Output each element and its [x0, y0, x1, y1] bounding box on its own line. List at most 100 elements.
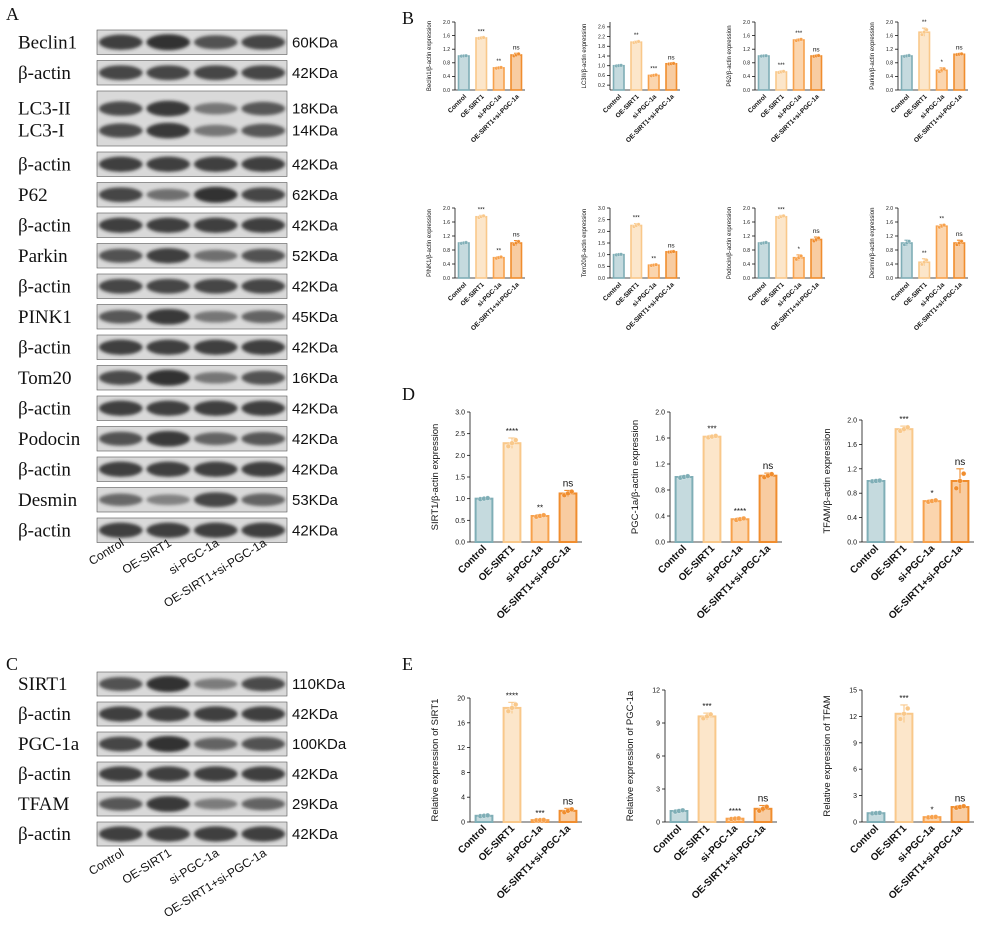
- significance-label: ns: [563, 796, 574, 807]
- y-tick-label: 0.8: [847, 491, 857, 498]
- data-point: [799, 37, 804, 42]
- data-point: [464, 53, 469, 58]
- y-tick-label: 1.6: [743, 220, 750, 226]
- blot-kda-label: 42KDa: [292, 461, 339, 478]
- bar: [810, 55, 823, 91]
- significance-label: ns: [513, 232, 521, 239]
- y-tick-label: 1.6: [886, 220, 893, 226]
- blot-band: [98, 123, 143, 138]
- bar: [953, 242, 966, 279]
- blot-band: [193, 706, 238, 722]
- bar: [475, 37, 488, 91]
- data-point: [942, 66, 947, 71]
- bar: [792, 39, 805, 91]
- y-axis-label: Tom20/β-actin expression: [582, 209, 588, 277]
- data-point: [569, 806, 575, 812]
- y-tick-label: 2.0: [743, 206, 750, 212]
- blot-band: [98, 34, 143, 50]
- significance-label: *: [798, 247, 801, 253]
- data-point: [499, 255, 504, 260]
- data-point: [736, 815, 742, 821]
- panel-label-b: B: [402, 8, 414, 28]
- blot-protein-label: Tom20: [18, 368, 72, 389]
- y-tick-label: 0.0: [598, 276, 605, 282]
- y-tick-label: 0.0: [743, 276, 750, 282]
- blot-band: [241, 217, 286, 233]
- blot-protein-label: Podocin: [18, 429, 81, 450]
- y-axis-label: Podocin/β-actin expression: [727, 207, 733, 279]
- significance-label: ns: [563, 478, 574, 489]
- bar: [647, 74, 660, 91]
- y-tick-label: 2.0: [455, 453, 465, 460]
- data-point: [942, 223, 947, 228]
- data-point: [499, 65, 504, 70]
- y-tick-label: 0.8: [886, 61, 893, 67]
- blot-kda-label: 42KDa: [292, 826, 339, 843]
- data-point: [907, 53, 912, 58]
- significance-label: ****: [734, 507, 746, 516]
- y-tick-label: 2.0: [443, 206, 450, 212]
- bar: [757, 242, 770, 279]
- data-point: [781, 213, 786, 218]
- data-point: [505, 708, 511, 714]
- blot-band: [98, 217, 143, 233]
- bar: [810, 238, 823, 279]
- chart-d2: 0.0 0.4 0.8 1.2 1.6 2.0 PGC-1a/β-actin express…: [630, 409, 782, 622]
- data-point: [509, 440, 515, 446]
- y-tick-label: 3: [853, 793, 857, 800]
- y-axis-label: P62/β-actin expression: [727, 25, 733, 86]
- blot-band: [193, 766, 238, 782]
- bar: [457, 55, 470, 91]
- bar: [510, 54, 523, 91]
- data-point: [957, 478, 963, 484]
- y-tick-label: 2.0: [886, 206, 893, 212]
- y-tick-label: 1.2: [847, 466, 857, 473]
- blot-band: [241, 248, 286, 263]
- blot-kda-label: 100KDa: [292, 736, 347, 753]
- significance-label: *: [941, 60, 944, 66]
- data-point: [713, 433, 719, 439]
- y-tick-label: 0.4: [443, 262, 450, 268]
- data-point: [741, 515, 747, 522]
- blot-band: [98, 101, 143, 116]
- data-point: [905, 705, 911, 712]
- bar: [935, 69, 948, 91]
- y-tick-label: 2.0: [655, 409, 665, 416]
- bar: [502, 442, 522, 544]
- blot-band: [146, 369, 191, 386]
- bar: [758, 474, 778, 544]
- y-axis-label: Beclin1/β-actin expression: [427, 21, 433, 91]
- blot-band: [146, 122, 191, 139]
- blot-band: [146, 826, 191, 842]
- blot-band: [241, 766, 286, 782]
- bar: [612, 253, 625, 279]
- blot-band: [241, 65, 286, 81]
- y-tick-label: 0: [656, 819, 660, 826]
- blot-band: [241, 34, 286, 50]
- y-tick-label: 6: [656, 753, 660, 760]
- bar: [665, 62, 678, 91]
- y-tick-label: 1.6: [443, 220, 450, 226]
- data-point: [541, 512, 547, 518]
- y-tick-label: 0.6: [598, 73, 605, 79]
- blot-band: [146, 339, 191, 355]
- blot-kda-label: 42KDa: [292, 706, 339, 723]
- y-tick-label: 0.0: [743, 88, 750, 94]
- y-tick-label: 1.2: [886, 47, 893, 53]
- y-tick-label: 1.6: [847, 442, 857, 449]
- y-axis-label: Relative expression of TFAM: [822, 695, 833, 816]
- data-point: [569, 489, 575, 495]
- y-tick-label: 0.8: [743, 61, 750, 67]
- blot-band: [241, 310, 286, 324]
- y-tick-label: 0.2: [598, 83, 605, 89]
- y-tick-label: 1.0: [598, 63, 605, 69]
- y-tick-label: 8: [461, 770, 465, 777]
- blot-band: [146, 100, 191, 117]
- significance-label: ***: [633, 216, 641, 222]
- blot-protein-label: Desmin: [18, 490, 78, 511]
- blot-band: [98, 493, 143, 506]
- y-tick-label: 0.0: [443, 88, 450, 94]
- blot-kda-label: 110KDa: [292, 676, 346, 693]
- y-axis-label: Desmin/β-actin expression: [870, 208, 876, 279]
